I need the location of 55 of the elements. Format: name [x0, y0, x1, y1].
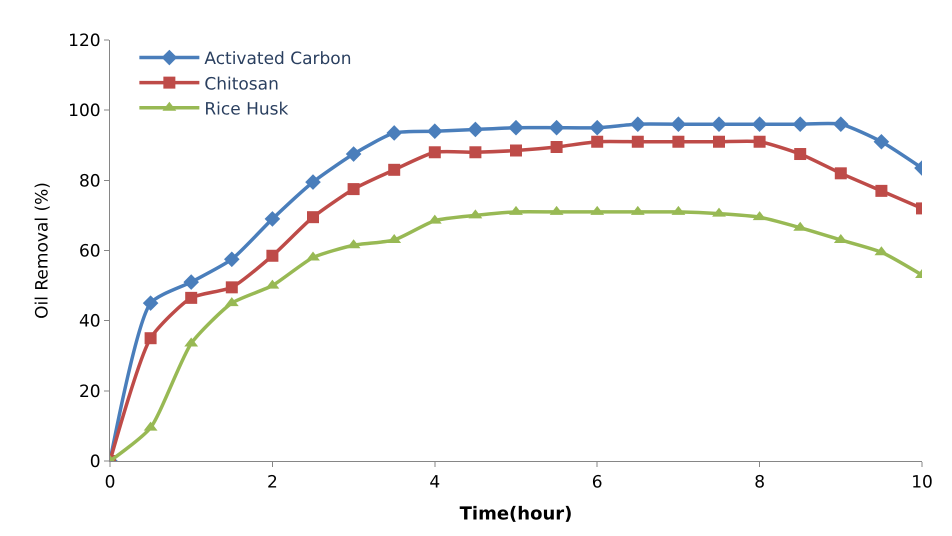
point — [469, 146, 482, 158]
point — [754, 136, 766, 148]
x-tick-label: 8 — [754, 472, 766, 492]
point — [307, 211, 319, 224]
point — [630, 116, 646, 132]
point — [548, 120, 564, 136]
point — [834, 167, 847, 180]
point — [792, 116, 808, 132]
point — [713, 136, 725, 148]
x-tick-label: 10 — [911, 472, 933, 492]
point — [427, 123, 443, 140]
point — [711, 116, 727, 132]
point — [388, 164, 400, 176]
point — [266, 250, 278, 262]
point — [508, 120, 524, 136]
y-tick-label: 80 — [78, 171, 101, 192]
point — [142, 295, 158, 311]
point — [264, 211, 280, 227]
point — [224, 251, 240, 268]
point — [632, 136, 644, 148]
point — [874, 134, 890, 150]
point — [833, 116, 849, 132]
y-tick-label: 20 — [78, 382, 101, 402]
x-tick-label: 6 — [592, 472, 603, 492]
point — [794, 148, 806, 160]
point — [428, 146, 441, 158]
point — [670, 116, 686, 132]
point — [185, 292, 198, 304]
point — [346, 146, 362, 162]
x-tick-label: 0 — [104, 472, 116, 492]
point — [510, 144, 522, 157]
point — [589, 120, 605, 136]
y-tick-label: 0 — [90, 452, 101, 472]
point — [875, 184, 888, 197]
legend-label: Activated Carbon — [204, 49, 352, 70]
point — [305, 174, 321, 190]
point — [226, 281, 238, 294]
point — [468, 122, 484, 138]
y-axis-title: Oil Removal (%) — [32, 182, 53, 319]
point — [183, 274, 199, 290]
legend-label: Rice Husk — [204, 99, 289, 120]
y-tick-label: 120 — [68, 30, 101, 51]
legend-label: Chitosan — [204, 74, 279, 94]
point — [386, 125, 402, 141]
y-tick-label: 100 — [68, 101, 101, 122]
y-tick-label: 40 — [78, 312, 101, 332]
point — [550, 141, 563, 153]
point — [348, 183, 360, 196]
x-tick-label: 2 — [266, 472, 278, 492]
x-axis-title: Time(hour) — [460, 504, 572, 524]
x-tick-label: 4 — [429, 472, 440, 492]
point — [591, 136, 604, 148]
y-tick-label: 60 — [78, 241, 101, 262]
point — [752, 116, 768, 132]
point — [672, 136, 684, 148]
